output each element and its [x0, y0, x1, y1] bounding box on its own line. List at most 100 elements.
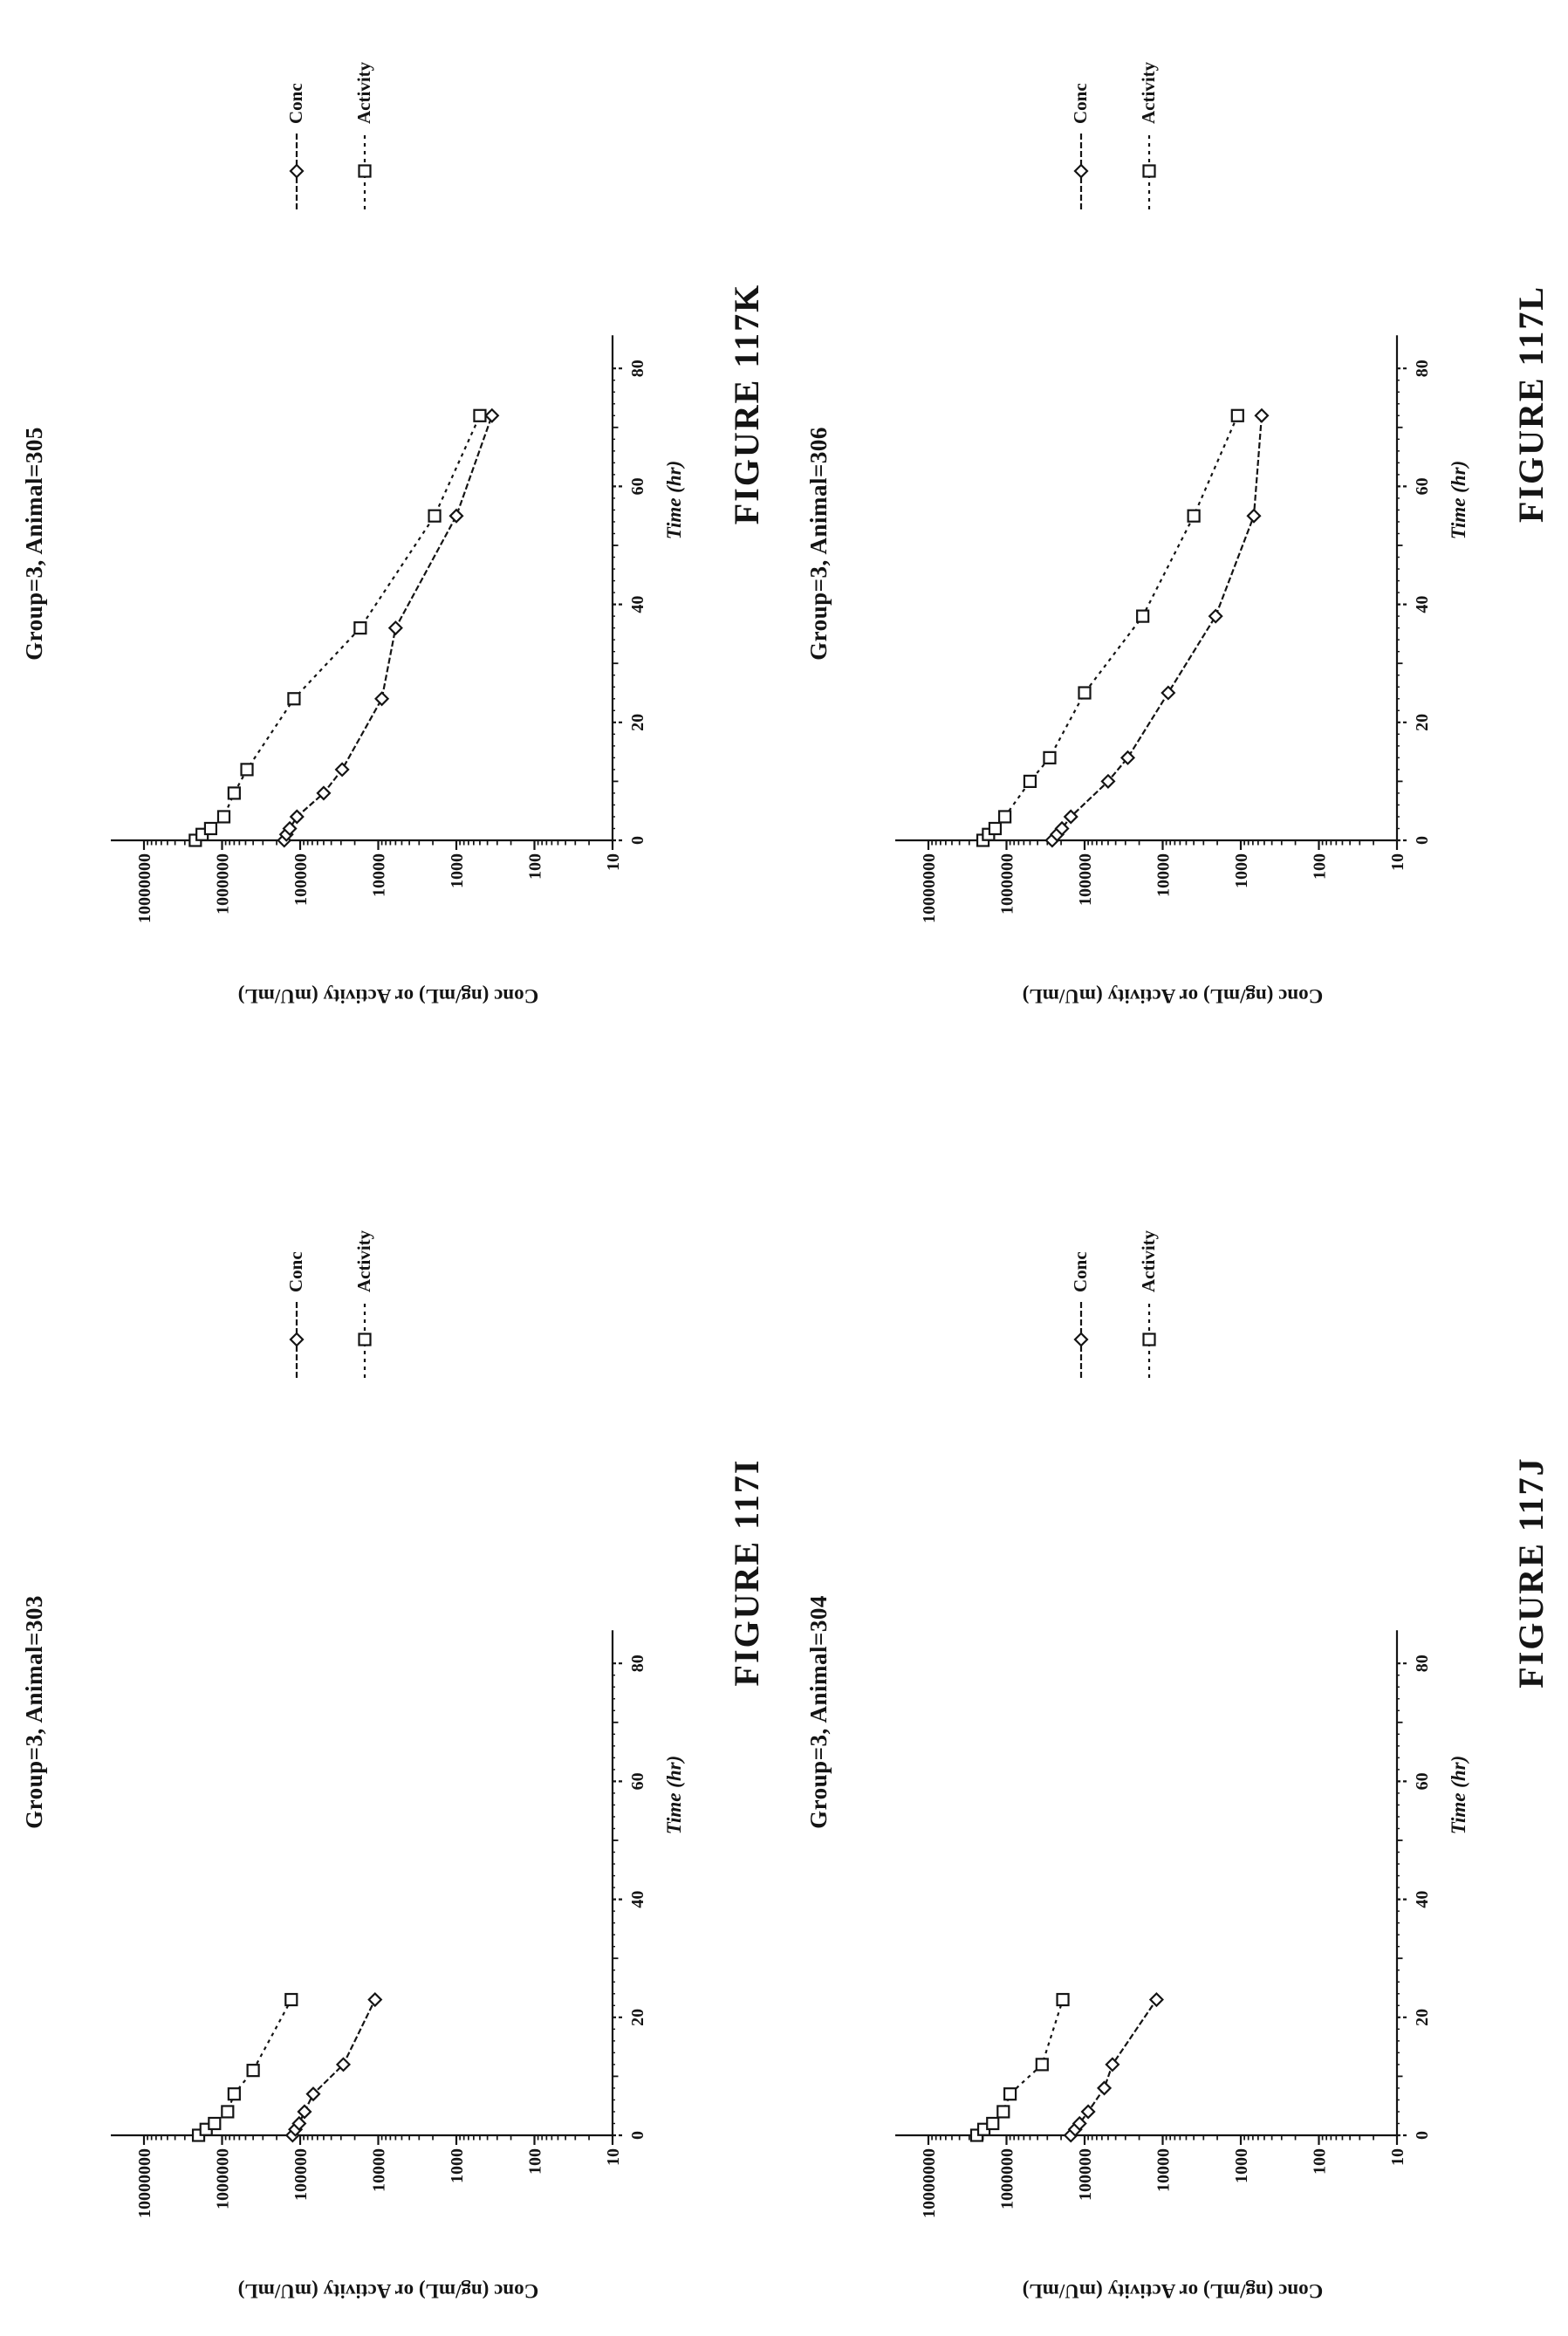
- x-tick-label: 40: [628, 596, 647, 613]
- series-conc-markers: [284, 1991, 383, 2143]
- activity-marker: [227, 2087, 241, 2101]
- x-tick-label: 80: [1413, 1654, 1432, 1672]
- conc-marker: [1072, 2115, 1087, 2132]
- activity-marker: [221, 2105, 235, 2119]
- x-axis-label: Time (hr): [663, 460, 685, 540]
- activity-marker: [473, 408, 487, 422]
- time-axis-ticks: 0 20 40 60 80: [613, 360, 647, 845]
- value-axis-ticks: 10000000 1000000 100000 10000 1000 100 10: [135, 840, 623, 923]
- activity-marker: [996, 2105, 1010, 2119]
- x-tick-label: 20: [628, 2009, 647, 2026]
- activity-marker: [246, 2064, 260, 2078]
- y-tick-label: 1000000: [214, 2148, 233, 2209]
- y-tick-label: 10000: [1154, 2148, 1174, 2192]
- chart-title: Group=3, Animal=304: [805, 1595, 832, 1829]
- conc-marker: [1096, 2080, 1113, 2096]
- legend-square-icon: [358, 1332, 372, 1346]
- activity-marker: [988, 821, 1003, 836]
- x-tick-label: 0: [1413, 2131, 1432, 2140]
- series-activity-markers: [188, 408, 487, 847]
- x-tick-label: 20: [1413, 2009, 1432, 2026]
- y-axis-label: Conc (ng/mL) or Activity (mU/mL): [1022, 2280, 1324, 2302]
- series-activity-markers: [969, 1992, 1070, 2142]
- conc-marker: [1208, 608, 1223, 624]
- axes: [111, 335, 614, 842]
- activity-marker: [1078, 686, 1092, 700]
- x-tick-label: 20: [628, 714, 647, 731]
- chart-plot-117l: 10000000 1000000 100000 10000 1000 100 1002040…: [895, 133, 1432, 923]
- activity-marker: [284, 1992, 298, 2007]
- y-tick-label: 1000: [448, 2148, 467, 2183]
- series-activity-line: [197, 1998, 292, 2136]
- y-tick-label: 1000: [1232, 2148, 1251, 2183]
- series-activity-line: [976, 1999, 1065, 2136]
- activity-marker: [208, 2116, 222, 2131]
- series-activity-line: [195, 414, 481, 841]
- conc-marker: [1100, 773, 1116, 789]
- x-tick-label: 80: [628, 360, 647, 377]
- y-tick-label: 1000000: [998, 2148, 1017, 2209]
- conc-marker: [1105, 2057, 1120, 2072]
- legend-diamond-icon: [1073, 1332, 1089, 1347]
- legend-diamond-icon: [289, 1332, 305, 1347]
- conc-marker: [1063, 809, 1078, 825]
- x-axis-label: Time (hr): [663, 1755, 685, 1835]
- x-axis-label: Time (hr): [1448, 460, 1469, 540]
- x-tick-label: 0: [628, 2131, 647, 2140]
- activity-marker: [1035, 2058, 1049, 2072]
- legend: [289, 133, 372, 209]
- activity-marker: [216, 810, 231, 824]
- legend-label-conc: Conc: [285, 1251, 306, 1292]
- legend: [289, 1301, 372, 1378]
- conc-marker: [291, 2115, 307, 2132]
- axes: [895, 335, 1399, 842]
- legend-diamond-icon: [1073, 163, 1089, 179]
- x-tick-label: 0: [628, 836, 647, 845]
- legend-square-icon: [1142, 164, 1156, 178]
- y-axis-label: Conc (ng/mL) or Activity (mU/mL): [237, 2280, 539, 2302]
- y-axis-label: Conc (ng/mL) or Activity (mU/mL): [237, 985, 539, 1007]
- y-tick-label: 10000000: [135, 853, 154, 923]
- y-tick-label: 1000000: [998, 853, 1017, 915]
- figure-caption: FIGURE 117J: [1511, 1456, 1551, 1689]
- y-tick-label: 10: [604, 2148, 623, 2166]
- y-tick-label: 10000000: [135, 2148, 154, 2218]
- x-tick-label: 60: [1413, 477, 1432, 495]
- legend-diamond-icon: [289, 163, 305, 179]
- figure-caption: FIGURE 117I: [727, 1458, 766, 1687]
- time-axis-ticks: 0 20 40 60 80: [1397, 1654, 1432, 2140]
- legend-label-activity: Activity: [1138, 61, 1159, 124]
- conc-marker: [1148, 1991, 1164, 2008]
- axes: [895, 1630, 1399, 2137]
- conc-marker: [1054, 820, 1070, 837]
- y-tick-label: 10: [604, 853, 623, 871]
- figure-caption: FIGURE 117L: [1511, 284, 1551, 524]
- y-tick-label: 10: [1388, 2148, 1407, 2166]
- y-tick-label: 1000: [448, 853, 467, 888]
- conc-marker: [316, 785, 332, 801]
- figure-117i-panel: 10000000 1000000 100000 10000 1000 100 10 0 20 40…: [0, 1168, 784, 2336]
- conc-marker: [374, 691, 390, 707]
- y-tick-label: 100000: [1076, 853, 1095, 906]
- legend-label-conc: Conc: [1070, 1251, 1091, 1292]
- activity-marker: [1043, 750, 1057, 764]
- activity-marker: [428, 509, 442, 523]
- y-tick-label: 100000: [291, 2148, 311, 2201]
- conc-marker: [387, 620, 403, 636]
- series-conc-markers: [1063, 1991, 1164, 2143]
- activity-marker: [1230, 408, 1244, 422]
- figure-117l-panel: 10000000 1000000 100000 10000 1000 100 10 0 20 40…: [784, 0, 1568, 1168]
- x-tick-label: 40: [1413, 1891, 1432, 1908]
- chart-plot-117k: 10000000 1000000 100000 10000 1000 100 1002040…: [111, 133, 647, 923]
- conc-marker: [334, 762, 350, 778]
- conc-marker: [1067, 2121, 1083, 2137]
- conc-marker: [484, 408, 500, 423]
- activity-marker: [1023, 774, 1037, 788]
- activity-marker: [1003, 2087, 1017, 2101]
- y-tick-label: 10000: [370, 853, 389, 897]
- series-activity-line: [982, 414, 1239, 841]
- conc-marker: [297, 2104, 312, 2120]
- activity-marker: [998, 810, 1012, 824]
